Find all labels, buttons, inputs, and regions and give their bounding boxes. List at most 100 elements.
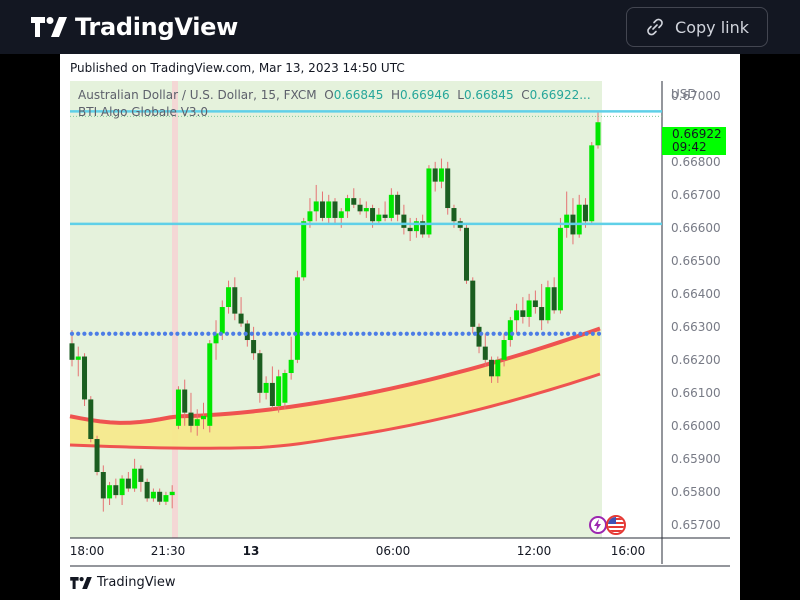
candle-body [251, 340, 257, 354]
candle [551, 277, 557, 314]
dotted-level-point [386, 331, 391, 336]
candle [213, 320, 219, 360]
candle [75, 346, 81, 377]
candle-body [294, 277, 300, 360]
candle-body [526, 300, 532, 317]
candle-body [501, 340, 507, 360]
time-tick-label: 13 [242, 544, 260, 558]
candle-body [451, 208, 457, 222]
candle-body [94, 439, 100, 473]
dotted-level-point [547, 331, 552, 336]
dotted-level-point [454, 331, 459, 336]
chart-canvas[interactable] [60, 54, 740, 600]
dotted-level-point [510, 331, 515, 336]
dotted-level-point [472, 331, 478, 336]
last-price-tag: 0.66922 09:42 [662, 127, 726, 155]
time-tick-label: 21:30 [150, 544, 186, 558]
footer-logo[interactable]: TradingView [70, 575, 176, 590]
candle [288, 336, 294, 380]
candle [144, 478, 150, 502]
candle [520, 297, 526, 324]
candle [232, 277, 238, 321]
candle [294, 270, 300, 364]
candle [363, 201, 369, 218]
candle [69, 330, 75, 367]
candle-body [238, 313, 244, 324]
candle [407, 217, 413, 242]
candle-body [407, 227, 413, 232]
candle [545, 280, 551, 324]
candle-body [188, 412, 194, 426]
candle [282, 369, 288, 410]
dotted-level-point [497, 331, 502, 336]
price-tick-label: 0.66000 [671, 418, 721, 433]
candle [107, 481, 113, 506]
candle-body [413, 221, 419, 232]
ohlc-open: 0.66845 [333, 88, 384, 102]
dotted-level-point [553, 331, 558, 336]
candle-body [182, 389, 188, 413]
tradingview-logo-icon [31, 17, 67, 37]
candle-body [75, 356, 81, 360]
candle-body [82, 356, 88, 400]
dotted-level-point [274, 331, 279, 336]
candle-body [382, 214, 388, 218]
dotted-level-point [119, 331, 124, 336]
dotted-level-point [534, 331, 540, 336]
dotted-level-point [367, 331, 372, 336]
dotted-level-point [441, 331, 447, 336]
candle [238, 297, 244, 327]
candle-body [213, 333, 219, 344]
plot-background [70, 81, 602, 538]
dotted-level-point [175, 331, 180, 336]
candle-body [564, 214, 570, 228]
candle-body [226, 287, 232, 308]
candle [445, 161, 451, 215]
candle [169, 485, 175, 509]
candle [388, 188, 394, 222]
dotted-level-point [231, 331, 236, 336]
candle-body [482, 346, 488, 360]
candle-body [150, 491, 156, 499]
dotted-level-point [107, 331, 112, 336]
candle [501, 333, 507, 367]
candle [576, 194, 582, 238]
dotted-level-point [503, 331, 509, 336]
dotted-level-point [423, 331, 428, 336]
dotted-level-point [206, 331, 211, 336]
dotted-level-point [243, 331, 248, 336]
candle-body [307, 211, 313, 222]
candle [326, 194, 332, 225]
time-tick-label: 18:00 [69, 544, 105, 558]
dotted-level-point [286, 331, 292, 336]
candle [539, 283, 545, 331]
candle [495, 356, 501, 383]
dotted-level-point [361, 331, 366, 336]
us-flag-icon[interactable] [606, 515, 626, 535]
dotted-level-point [572, 331, 577, 336]
candle [313, 184, 319, 222]
candle-body [532, 300, 538, 308]
candle-body [507, 320, 513, 341]
candle [332, 198, 338, 225]
candle-body [282, 373, 288, 403]
dotted-level-point [379, 331, 385, 336]
price-tick-label: 0.66300 [671, 319, 721, 334]
candle-body [257, 353, 263, 393]
candle-body [432, 168, 438, 182]
candle-body [595, 122, 601, 146]
candle-body [125, 478, 131, 489]
dotted-level-point [100, 331, 106, 336]
tradingview-logo[interactable]: TradingView [31, 12, 238, 42]
dotted-level-point [218, 331, 223, 336]
price-tick-label: 0.66200 [671, 352, 721, 367]
candle-body [263, 382, 269, 393]
lightning-icon[interactable] [589, 516, 607, 534]
candle [257, 349, 263, 403]
candle-body [201, 415, 206, 420]
candle-body [194, 419, 200, 426]
dotted-level-point [181, 331, 186, 336]
candle [263, 376, 269, 400]
copy-link-button[interactable]: Copy link [626, 7, 768, 47]
candle-body [88, 399, 94, 440]
